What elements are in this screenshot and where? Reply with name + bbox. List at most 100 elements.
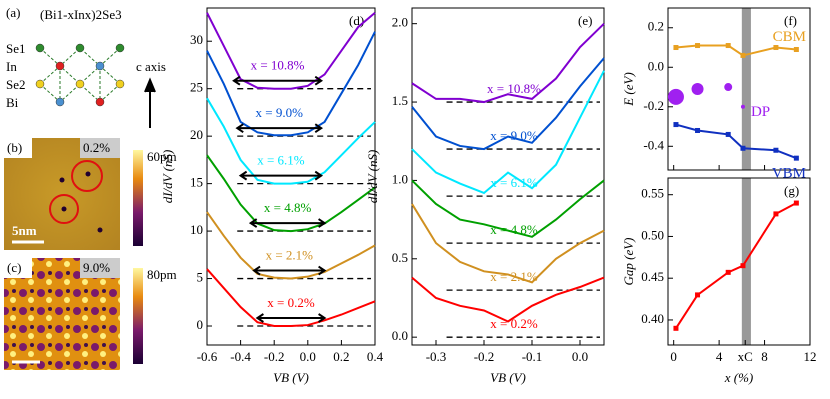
colorbar [133,268,143,364]
plot-frame [667,177,811,346]
x-tick-label: 0.2 [333,349,349,364]
x-tick-label: 4 [716,349,723,364]
series-line [206,154,376,233]
x-tick-label: -0.6 [197,349,218,364]
series-line [206,31,376,137]
y-tick-label: 5 [197,270,204,285]
y-tick-label: 30 [190,32,203,47]
y-axis-label: Gap (eV) [621,237,636,285]
marker [793,200,799,206]
marker [695,292,701,298]
gap-arrow [255,313,327,323]
series-line [675,44,797,57]
series-line [206,11,376,90]
marker [725,131,731,137]
marker [725,43,731,49]
series-label: CBM [773,29,806,45]
series-label: x = 6.1% [490,175,538,190]
layer-label: Bi [6,95,19,110]
layer-label: Se2 [6,77,26,92]
series-label: x = 4.8% [490,222,538,237]
bubble [740,104,745,109]
marker [725,269,731,275]
plot-frame [411,7,605,346]
marker [793,46,799,52]
y-axis-label: E (eV) [621,72,636,107]
marker [673,325,679,331]
series-line [675,202,797,329]
gap-arrow [248,218,327,228]
series-label: x = 2.1% [490,269,538,284]
marker [673,45,679,51]
marker [773,45,779,51]
panel-label: (e) [578,13,592,28]
marker [740,145,746,151]
shaded-band [741,8,751,170]
atoms [35,43,125,107]
x-tick-label: -0.2 [264,349,285,364]
series-label: x = 6.1% [257,153,305,168]
series-label: x = 9.0% [256,105,304,120]
y-tick-label: 0.0 [392,328,408,343]
chart: -0.3 -0.2 -0.1 0.0 0.0 0.5 1.0 1.5 2.0 VB (V) dI/d… [365,7,605,385]
y-tick-label: 0.55 [641,186,664,201]
marker [695,127,701,133]
panel-label: (f) [784,13,797,28]
label-box [80,258,120,278]
x-tick-label: 12 [804,349,817,364]
x-axis-label: VB (V) [273,370,309,385]
x-tick-label: 8 [761,349,768,364]
y-tick-label: 1.5 [392,93,408,108]
y-tick-label: 0.0 [648,58,664,73]
marker [673,122,679,128]
gap-arrow [238,170,324,181]
colorbar-label: 80pm [147,267,177,282]
crystal [39,47,121,103]
y-tick-label: 10 [190,222,203,237]
x-tick-label: -0.1 [522,349,543,364]
x-tick-label: -0.4 [230,349,251,364]
chart: -0.6 -0.4 -0.2 0.0 0.2 0.4 0 5 10 15 20 25 30 VB (V) d… [160,7,384,385]
chart: -0.4 -0.2 0.0 0.2 E (eV) (f)CBM VBM DP [621,7,811,182]
marker [773,147,779,153]
layer-label: In [6,59,17,74]
series-line [206,268,376,328]
y-axis-label: dI/dV (nS) [160,150,175,204]
formula: (Bi1-xInx)2Se3 [40,7,122,22]
series-label: x = 10.8% [487,81,541,96]
series-line [411,57,605,151]
marker [740,52,746,58]
y-tick-label: 0.2 [648,19,664,34]
y-tick-label: 0.50 [641,227,664,242]
panel-label: (d) [349,13,364,28]
x-tick-label: 0.0 [300,349,316,364]
label-box [4,138,32,158]
x-tick-label: -0.3 [426,349,447,364]
scalebar-label: 5nm [12,223,37,238]
gap-arrow [252,265,327,276]
y-tick-label: 1.0 [392,171,408,186]
y-tick-label: 15 [190,175,203,190]
gap-arrow [235,123,324,133]
highlight [49,194,79,224]
marker [793,155,799,161]
x-tick-label: 0.4 [367,349,384,364]
series-line [411,203,605,284]
panel-label: (g) [784,183,799,198]
colorbar [133,150,143,246]
series-label: x = 2.1% [266,248,314,263]
chart: 0 4 xC 8 12 0.40 0.45 0.50 0.55 x (%) Gap (eV) (g) [621,177,817,385]
series-line [411,70,605,195]
bubble [691,83,704,95]
panel-c: (c) 9.0% 80pm [4,258,177,370]
doping-label: 0.2% [83,140,110,155]
panel-label: (a) [6,5,20,20]
y-tick-label: 0.5 [392,250,408,265]
panel-label: (c) [7,260,21,275]
y-tick-label: 25 [190,80,203,95]
highlight [71,160,103,192]
doping-label: 9.0% [83,260,110,275]
x-axis-label: x (%) [724,370,754,385]
series-label: VBM [772,166,806,182]
